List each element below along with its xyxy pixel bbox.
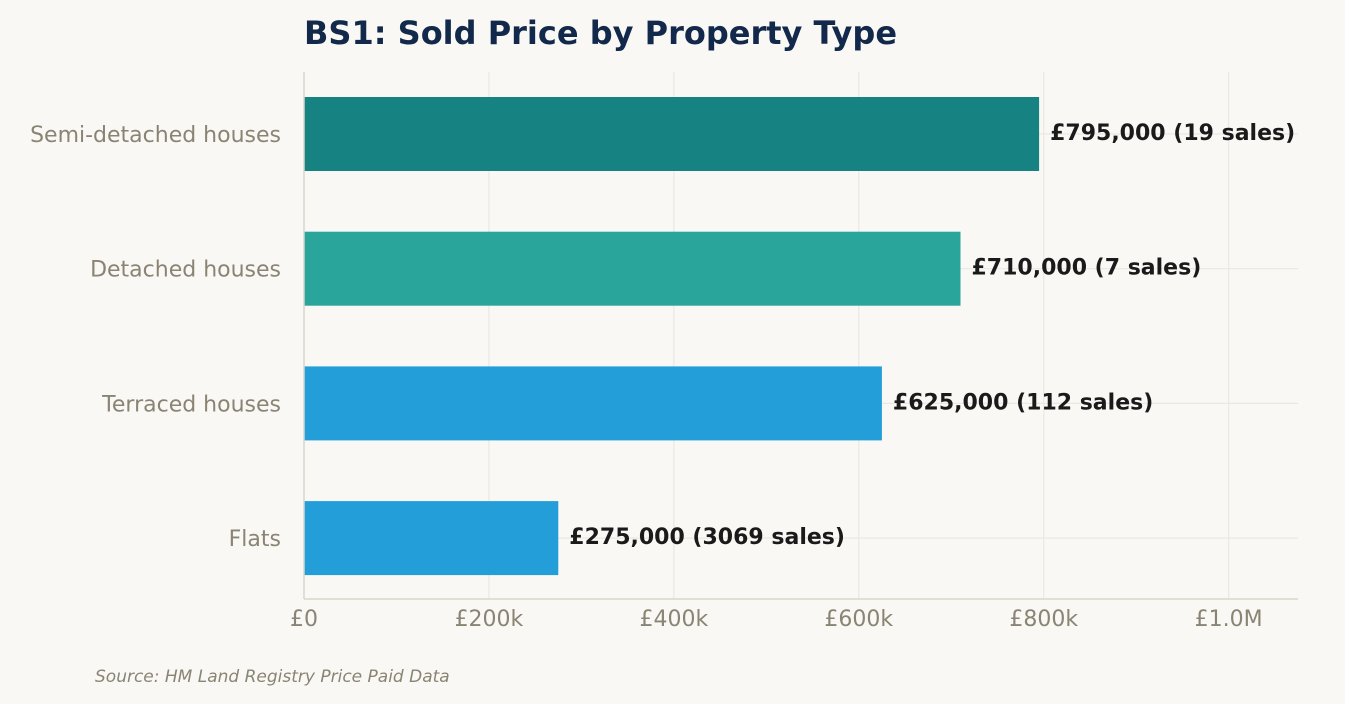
data-label: £625,000 (112 sales) (893, 390, 1153, 415)
bars (304, 97, 1040, 576)
labels: Semi-detached houses £795,000 (19 sales) D… (30, 121, 1295, 552)
bar (304, 366, 882, 441)
category-label: Semi-detached houses (30, 123, 281, 148)
axes: £0 £200k £400k £600k £800k £1.0M (290, 72, 1298, 632)
data-label: £795,000 (19 sales) (1050, 121, 1295, 146)
chart-title: BS1: Sold Price by Property Type (304, 14, 897, 52)
category-label: Terraced houses (101, 392, 281, 417)
x-tick-label: £1.0M (1195, 607, 1263, 632)
category-label: Detached houses (90, 258, 281, 283)
x-tick-label: £800k (1009, 607, 1078, 632)
x-tick-label: £200k (455, 607, 524, 632)
bar (304, 501, 559, 576)
data-label: £710,000 (7 sales) (972, 256, 1202, 281)
category-label: Flats (229, 527, 281, 552)
x-tick-label: £600k (824, 607, 893, 632)
x-tick-label: £0 (290, 607, 318, 632)
bar (304, 231, 961, 306)
source-note: Source: HM Land Registry Price Paid Data (95, 667, 450, 687)
bar (304, 97, 1040, 171)
data-label: £275,000 (3069 sales) (569, 525, 845, 550)
x-tick-label: £400k (639, 607, 708, 632)
